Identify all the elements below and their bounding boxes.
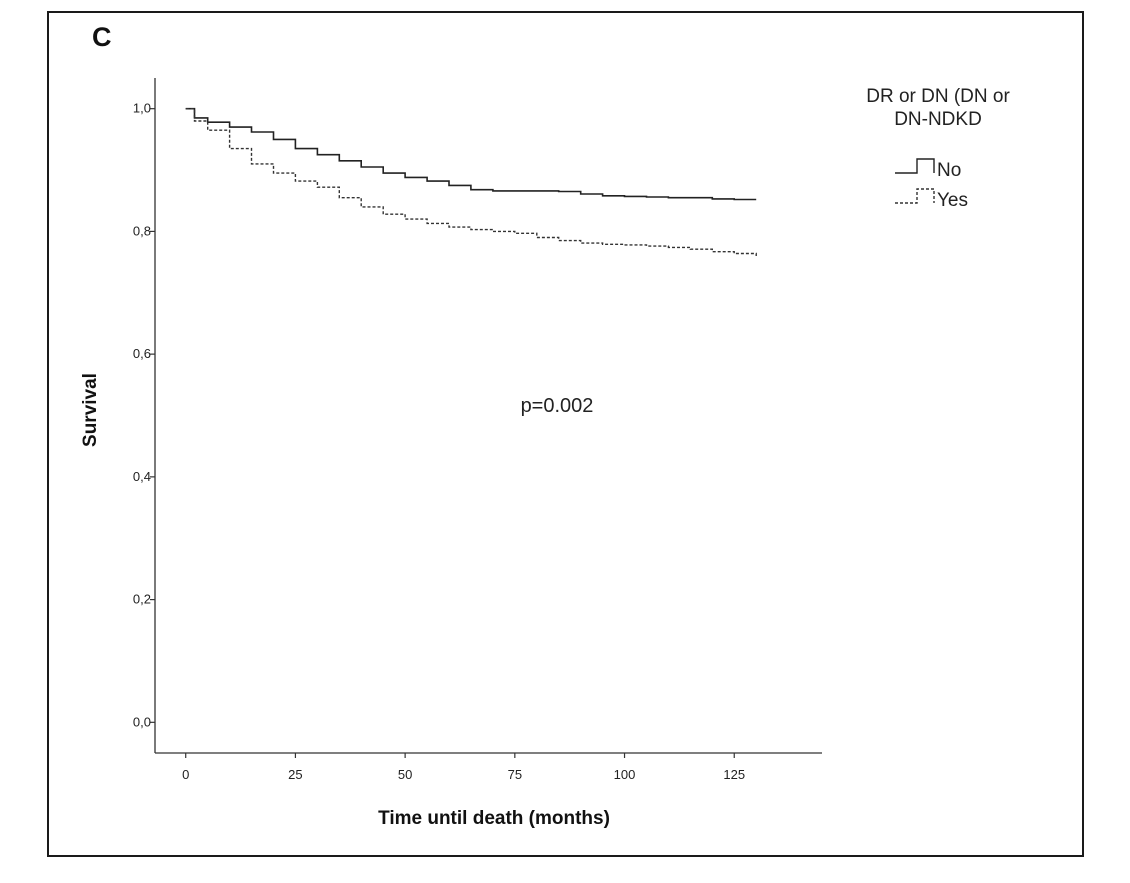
y-tick-label: 0,0 <box>133 714 151 729</box>
legend-symbol-no <box>895 158 935 174</box>
x-tick-label: 25 <box>288 767 302 782</box>
legend-label-no: No <box>937 160 961 181</box>
figure-frame <box>47 11 1084 857</box>
y-tick-label: 0,6 <box>133 346 151 361</box>
legend-label-yes: Yes <box>937 190 968 211</box>
y-tick-label: 0,4 <box>133 469 151 484</box>
x-tick-label: 125 <box>723 767 745 782</box>
x-axis-title: Time until death (months) <box>378 808 610 829</box>
x-tick-label: 75 <box>508 767 522 782</box>
legend: DR or DN (DN or DN-NDKD No Yes <box>866 86 1010 211</box>
y-axis-title: Survival <box>80 373 101 447</box>
x-tick-label: 50 <box>398 767 412 782</box>
y-tick-label: 1,0 <box>133 101 151 116</box>
p-value-annotation: p=0.002 <box>521 395 594 417</box>
series-line-yes <box>185 108 757 256</box>
y-tick-label: 0,2 <box>133 592 151 607</box>
legend-items: No Yes <box>895 158 968 211</box>
legend-title-line-2: DN-NDKD <box>894 109 982 130</box>
series-line-no <box>185 107 757 201</box>
survival-curves <box>185 107 757 256</box>
legend-symbol-yes <box>895 188 935 204</box>
legend-title-line-1: DR or DN (DN or <box>866 86 1010 107</box>
x-tick-label: 0 <box>182 767 189 782</box>
x-tick-label: 100 <box>614 767 636 782</box>
axis-ticks: 0,0 0,2 0,4 0,6 0,8 1,0 0 25 50 75 100 125 <box>133 101 745 782</box>
y-tick-label: 0,8 <box>133 223 151 238</box>
panel-label: C <box>92 22 112 52</box>
axes <box>154 78 822 754</box>
